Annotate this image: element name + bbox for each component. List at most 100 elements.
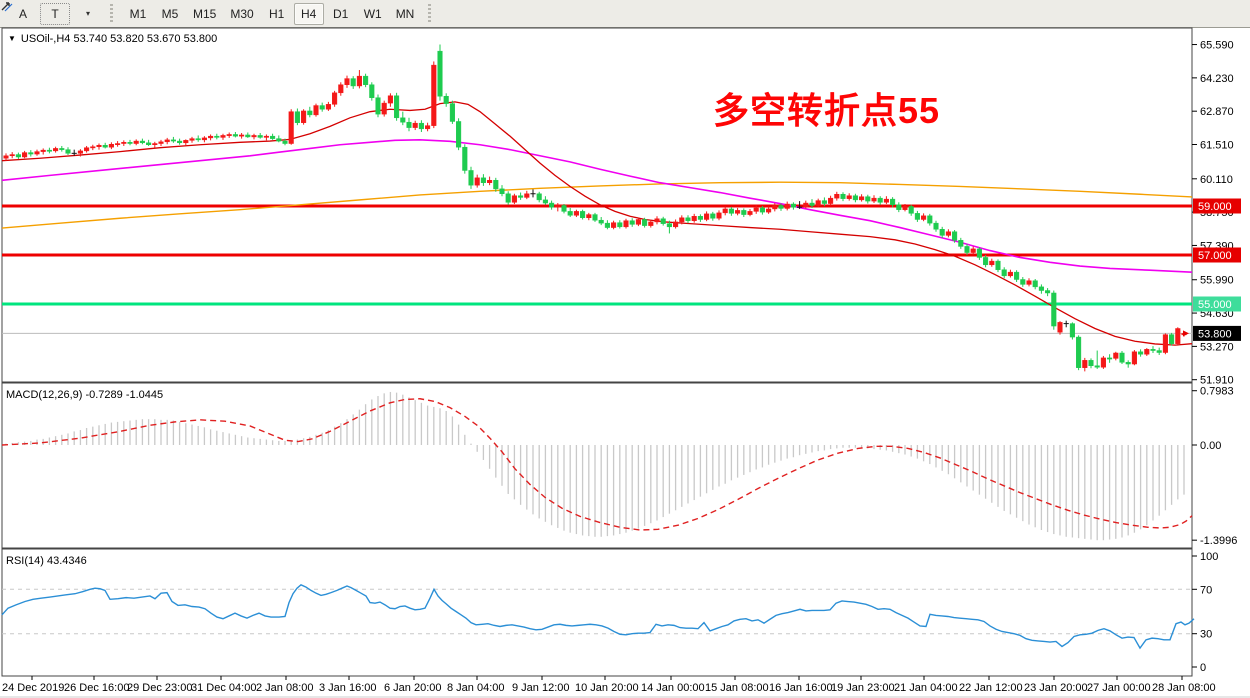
candle-body	[1162, 334, 1168, 353]
candle-body	[549, 202, 555, 208]
candle-body	[443, 95, 449, 104]
label-tool-button[interactable]: A	[18, 6, 27, 21]
timeframe-button-m1[interactable]: M1	[129, 6, 147, 21]
level-badge-59.000	[1193, 198, 1241, 214]
candle-body	[1144, 349, 1150, 355]
current-price-badge	[1193, 325, 1241, 341]
toolbar: A T ▾ M1 M5 M15 M30 H1 H4 D1 W1 MN	[0, 0, 1250, 28]
candle-body	[1088, 360, 1094, 366]
cursor-tool-button[interactable]: ▾	[1, 2, 102, 25]
candle-body	[412, 122, 418, 128]
candle-body	[276, 138, 282, 142]
candle-body	[883, 198, 889, 203]
candle-body	[270, 135, 276, 139]
candle-body	[611, 222, 617, 228]
candle-body	[759, 207, 765, 213]
candle-body	[34, 151, 40, 155]
candle-body	[1051, 292, 1057, 327]
candle-body	[914, 213, 920, 220]
toolbar-separator	[427, 3, 435, 24]
candle-body	[945, 231, 951, 236]
candle-body	[332, 92, 338, 105]
macd-panel[interactable]	[1, 382, 1193, 549]
candle-body	[722, 208, 728, 214]
candle-body	[958, 240, 964, 247]
candle-body	[1094, 365, 1100, 368]
candle-body	[164, 139, 170, 143]
candle-body	[511, 195, 517, 203]
symbol-dropdown-icon[interactable]: ▼	[8, 34, 16, 43]
price-tick-label: 61.510	[1200, 140, 1234, 152]
time-tick-label: 15 Jan 08:00	[705, 682, 769, 694]
candle-body	[604, 222, 610, 228]
candle-body	[90, 146, 96, 149]
level-badge-55.000	[1193, 296, 1241, 312]
time-tick-label: 31 Dec 04:00	[191, 682, 256, 694]
candle-body	[480, 177, 486, 183]
candle-body	[567, 211, 573, 216]
candle-body	[859, 196, 865, 201]
text-tool-button[interactable]: T	[40, 2, 70, 25]
level-badge-55.000-label: 55.000	[1198, 299, 1232, 311]
time-tick-label: 16 Jan 16:00	[769, 682, 833, 694]
time-tick-label: 22 Jan 12:00	[959, 682, 1023, 694]
candle-body	[555, 205, 561, 208]
price-tick-label: 64.230	[1200, 73, 1234, 85]
candle-body	[387, 95, 393, 104]
candle-body	[803, 202, 809, 208]
macd-tick-label: 0.00	[1200, 440, 1221, 452]
candle-body	[828, 197, 834, 204]
candle-body	[425, 125, 431, 130]
candle-body	[257, 135, 263, 138]
candle-body	[989, 260, 995, 266]
candle-body	[22, 152, 28, 158]
candle-body	[1032, 280, 1038, 288]
candle-body	[902, 206, 908, 210]
timeframe-button-h1[interactable]: H1	[269, 6, 285, 21]
rsi-line	[1, 584, 1195, 650]
candle-body	[170, 139, 176, 142]
timeframe-button-m30[interactable]: M30	[230, 6, 254, 21]
timeframe-button-m5[interactable]: M5	[161, 6, 179, 21]
price-tick-label: 65.590	[1200, 40, 1234, 52]
candle-body	[983, 257, 989, 266]
timeframe-button-m15[interactable]: M15	[193, 6, 217, 21]
candle-body	[710, 213, 716, 219]
toolbar-separator	[109, 3, 116, 24]
ma-medium-magenta-line	[1, 139, 1193, 273]
time-tick-label: 14 Jan 00:00	[641, 682, 705, 694]
timeframe-button-mn[interactable]: MN	[395, 6, 415, 21]
candle-body	[152, 143, 158, 145]
time-tick-label: 2 Jan 08:00	[256, 682, 314, 694]
price-tick-label: 62.870	[1200, 106, 1234, 118]
candle-body	[877, 197, 883, 203]
candle-body	[400, 117, 406, 123]
candle-body	[939, 229, 945, 236]
candle-body	[251, 135, 257, 138]
price-tick-label: 51.910	[1200, 375, 1234, 387]
timeframe-button-w1[interactable]: W1	[363, 6, 382, 21]
candle-body	[431, 64, 437, 126]
candle-body	[629, 220, 635, 225]
timeframe-button-h4[interactable]: H4	[293, 2, 324, 25]
candle-body	[635, 219, 641, 225]
timeframe-button-d1[interactable]: D1	[333, 6, 349, 21]
candle-body	[115, 143, 121, 145]
cursor-dropdown-icon[interactable]: ▾	[85, 9, 90, 18]
time-tick-label: 28 Jan 08:00	[1152, 682, 1216, 694]
chart-text-annotation[interactable]: 多空转折点55	[713, 90, 941, 131]
candle-body	[28, 152, 34, 155]
candle-body	[201, 137, 207, 141]
candle-body	[654, 218, 660, 223]
candle-body	[852, 195, 858, 201]
candle-body	[747, 211, 753, 215]
candle-body	[1175, 328, 1181, 344]
time-tick-label: 26 Dec 16:00	[64, 682, 129, 694]
rsi-panel[interactable]	[1, 548, 1193, 677]
candle-body	[1001, 269, 1007, 277]
candle-body	[344, 78, 350, 85]
candle-body	[493, 180, 499, 190]
candle-body	[524, 193, 530, 198]
